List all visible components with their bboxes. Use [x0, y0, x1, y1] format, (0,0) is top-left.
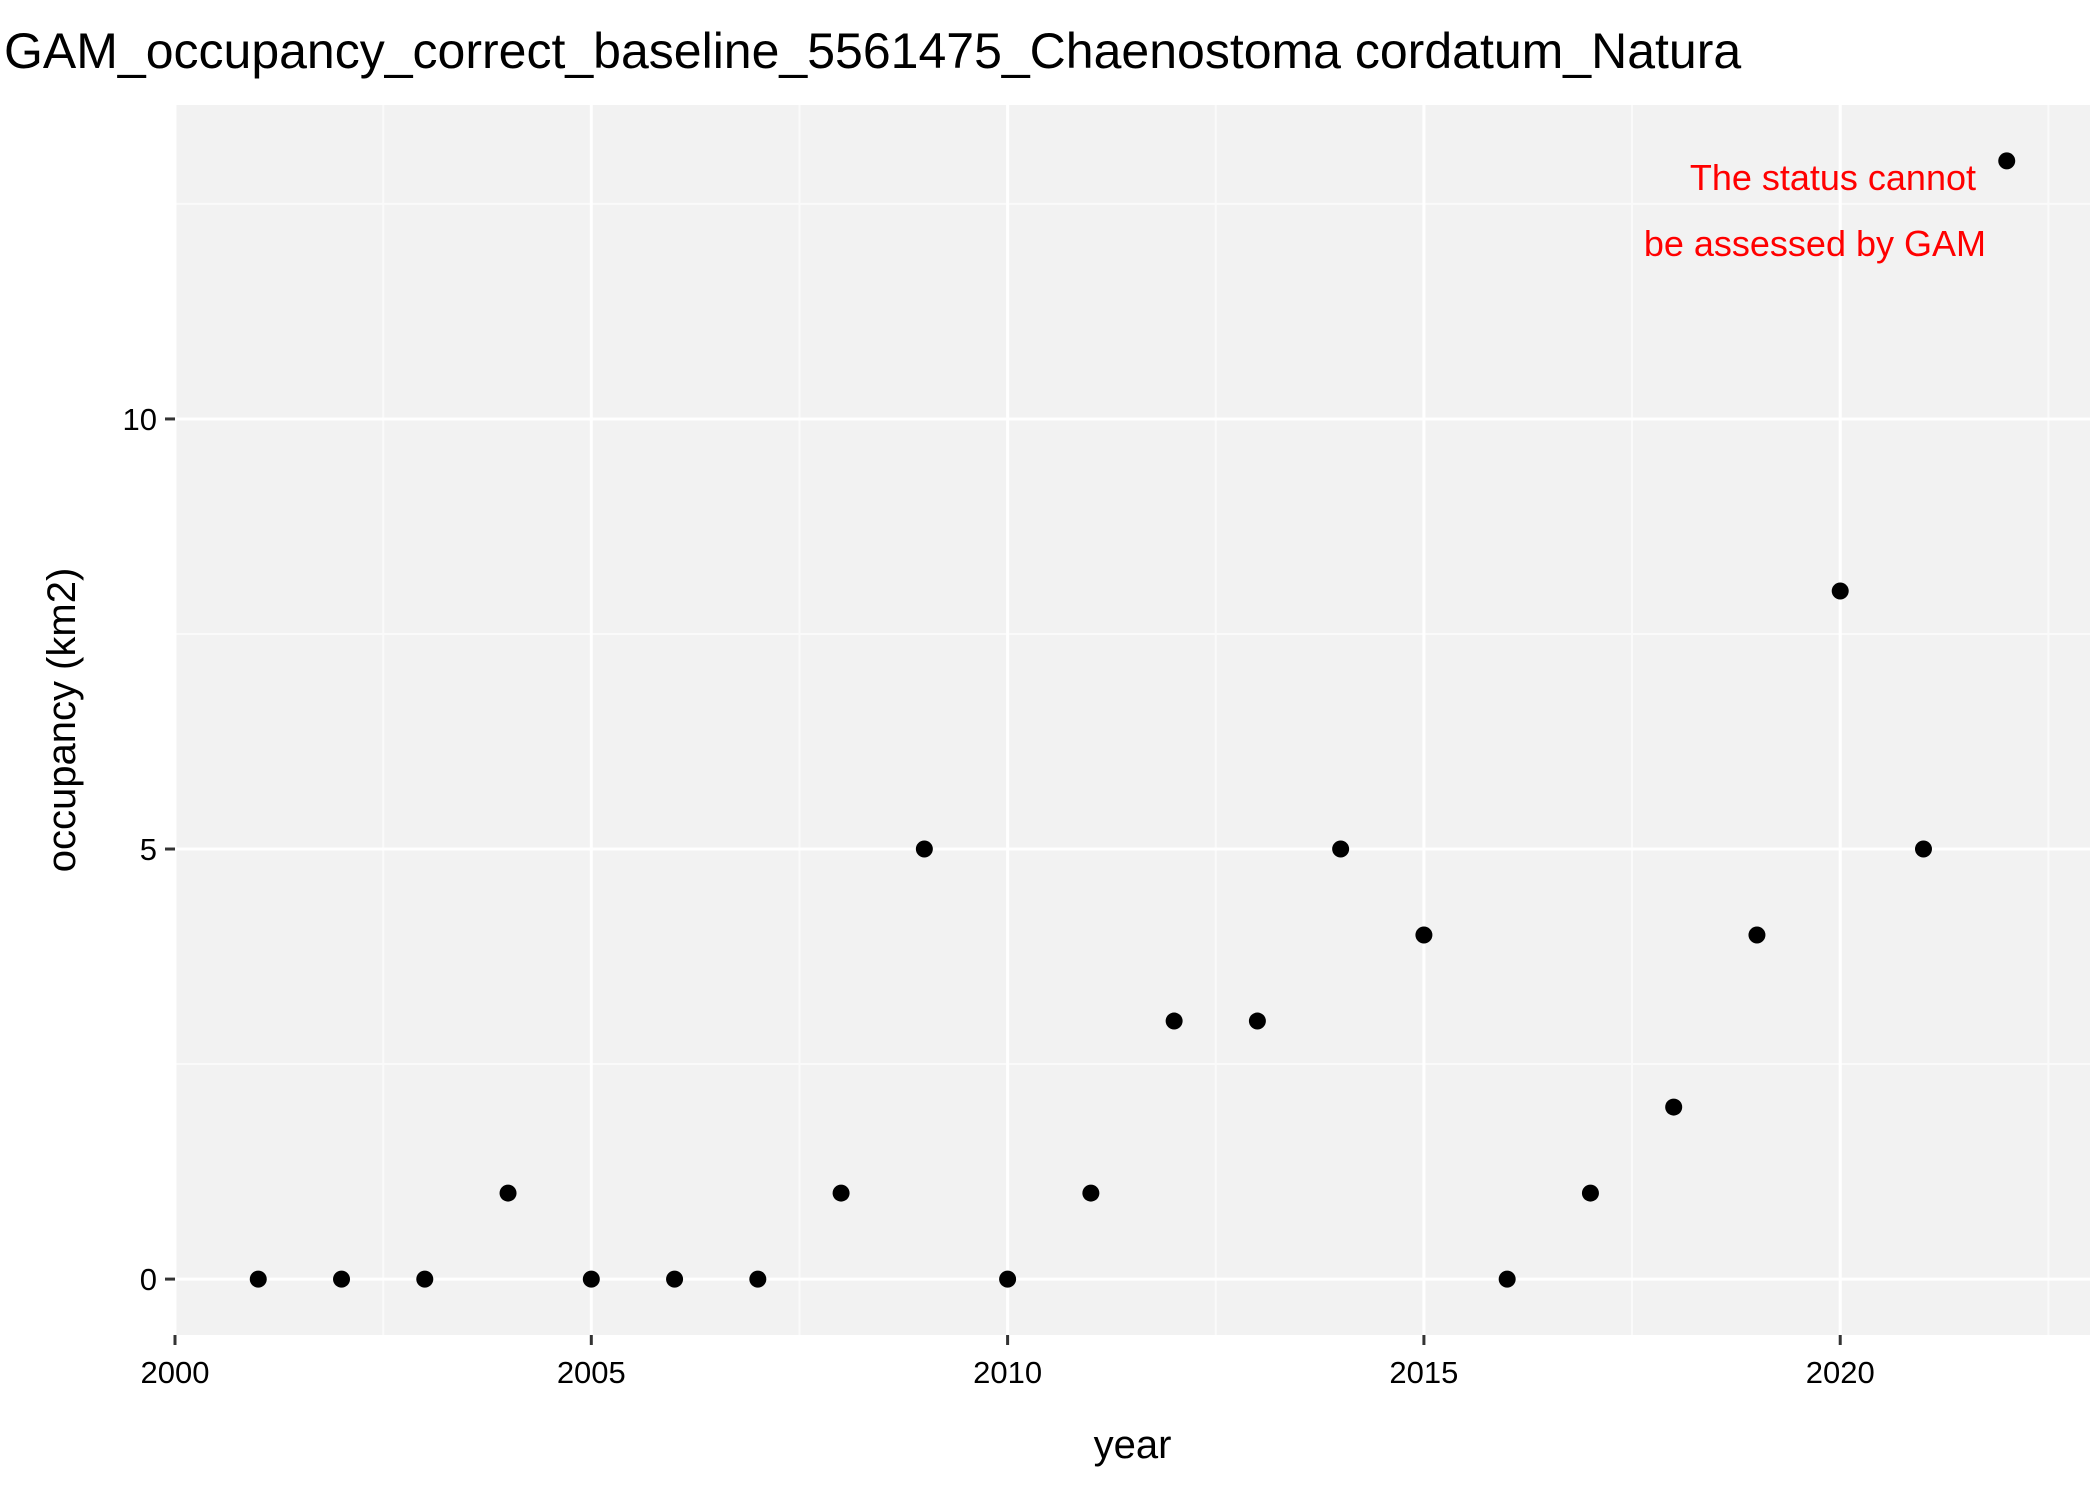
x-axis-title: year — [1094, 1423, 1172, 1467]
x-tick-label: 2005 — [557, 1355, 626, 1390]
panel-background — [175, 105, 2090, 1335]
data-point — [1665, 1098, 1683, 1116]
grid-minor — [175, 105, 2090, 1335]
data-point — [1332, 840, 1350, 858]
data-point — [832, 1184, 850, 1202]
x-tick-label: 2000 — [141, 1355, 210, 1390]
data-point — [499, 1184, 517, 1202]
x-tick-label: 2010 — [973, 1355, 1042, 1390]
data-point — [582, 1270, 600, 1288]
annotation-line-2: be assessed by GAM — [1644, 223, 1986, 264]
data-point — [333, 1270, 351, 1288]
data-point — [249, 1270, 267, 1288]
data-point — [1248, 1012, 1266, 1030]
data-point — [999, 1270, 1017, 1288]
data-point — [1748, 926, 1766, 944]
status-annotation: The status cannot be assessed by GAM — [1644, 157, 1986, 264]
data-point — [666, 1270, 684, 1288]
data-point — [1998, 152, 2016, 170]
data-point — [915, 840, 933, 858]
x-axis: 2000 2005 2010 2015 2020 — [141, 1335, 1875, 1390]
chart-title: GAM_occupancy_correct_baseline_5561475_C… — [4, 23, 1741, 79]
y-tick-label: 0 — [140, 1262, 157, 1297]
data-point — [749, 1270, 767, 1288]
x-tick-label: 2015 — [1389, 1355, 1458, 1390]
data-point — [1498, 1270, 1516, 1288]
data-point — [1415, 926, 1433, 944]
data-point — [1082, 1184, 1100, 1202]
data-point — [1831, 582, 1849, 600]
data-point — [1165, 1012, 1183, 1030]
data-point — [1914, 840, 1932, 858]
data-points — [249, 152, 2016, 1288]
data-point — [1581, 1184, 1599, 1202]
data-point — [416, 1270, 434, 1288]
y-tick-label: 10 — [123, 402, 157, 437]
y-axis: 0 5 10 — [123, 402, 175, 1297]
grid-major — [173, 105, 2090, 1335]
y-axis-title: occupancy (km2) — [40, 568, 84, 873]
x-tick-label: 2020 — [1806, 1355, 1875, 1390]
annotation-line-1: The status cannot — [1690, 157, 1976, 198]
y-tick-label: 5 — [140, 832, 157, 867]
